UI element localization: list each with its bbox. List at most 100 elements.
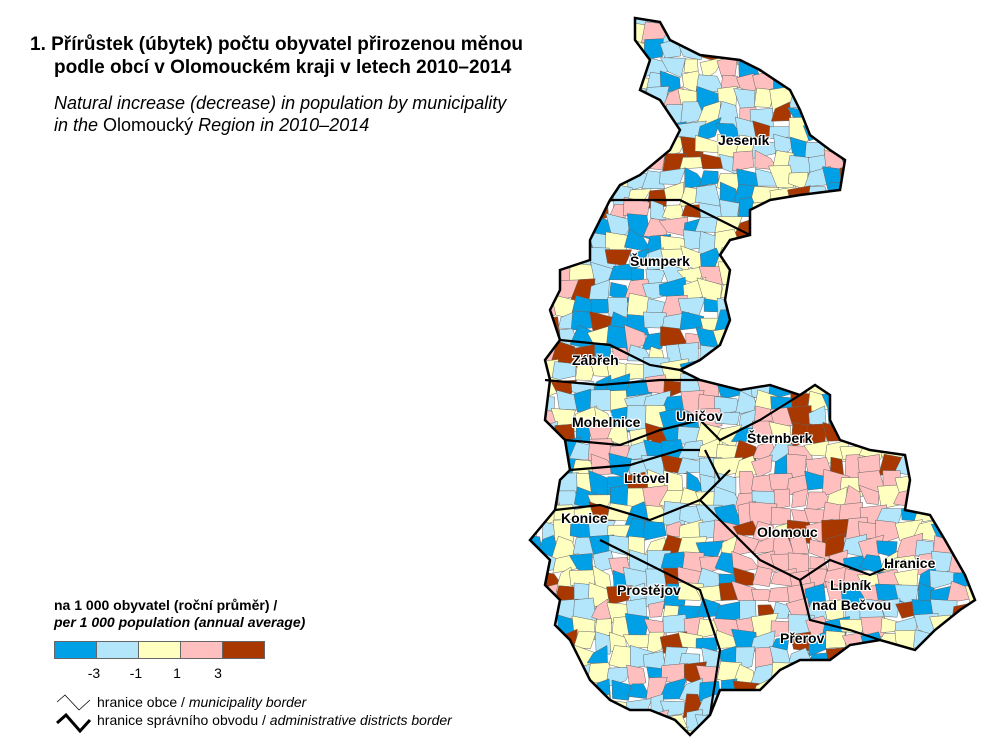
municipality (574, 692, 599, 719)
municipality (803, 684, 833, 703)
municipality (622, 724, 653, 735)
municipality (932, 295, 953, 318)
municipality (735, 245, 759, 269)
municipality (730, 727, 758, 735)
municipality (806, 345, 828, 366)
municipality (533, 164, 562, 185)
municipality (610, 39, 634, 63)
municipality (606, 725, 634, 735)
municipality (966, 172, 975, 189)
municipality (569, 713, 600, 731)
district-label-litovel: Litovel (624, 470, 670, 486)
municipality (864, 59, 885, 79)
municipality (880, 53, 903, 77)
municipality (786, 248, 814, 269)
municipality (533, 52, 563, 79)
municipality (749, 358, 773, 385)
district-border (610, 198, 751, 236)
municipality (803, 249, 827, 267)
municipality (572, 92, 599, 107)
municipality (965, 377, 975, 397)
municipality (879, 149, 904, 175)
municipality (536, 70, 563, 95)
municipality (972, 665, 975, 688)
municipality (769, 251, 792, 272)
municipality (604, 249, 633, 266)
municipality (916, 345, 935, 368)
municipality (838, 298, 869, 315)
municipality (842, 726, 864, 735)
municipality (876, 165, 901, 185)
municipality (841, 107, 866, 127)
municipality (969, 39, 975, 60)
municipality (774, 716, 798, 735)
municipality (530, 508, 542, 526)
municipality (894, 170, 922, 191)
municipality (966, 293, 975, 318)
municipality (964, 20, 975, 50)
municipality (534, 182, 560, 207)
municipality (916, 477, 942, 494)
municipality (858, 362, 887, 385)
municipality (628, 101, 649, 125)
municipality (826, 72, 845, 96)
municipality (955, 169, 972, 192)
municipality (788, 696, 813, 721)
municipality (773, 488, 791, 510)
municipality (864, 166, 884, 187)
municipality (540, 454, 559, 481)
municipality (862, 264, 886, 283)
district-label-prostejov: Prostějov (617, 582, 681, 598)
municipality (935, 649, 956, 667)
municipality (732, 150, 754, 172)
municipality (932, 693, 959, 720)
municipality (786, 38, 813, 62)
municipality (861, 18, 886, 34)
district-label-mohelnice: Mohelnice (572, 414, 641, 430)
municipality (879, 235, 901, 257)
label-en: administrative districts border (269, 712, 452, 728)
municipality (629, 152, 654, 173)
municipality (559, 216, 574, 240)
municipality (530, 325, 546, 354)
municipality (875, 201, 904, 224)
legend-heading-en: per 1 000 population (annual average) (54, 614, 306, 630)
municipality (951, 680, 973, 703)
municipality (932, 135, 955, 157)
municipality (911, 53, 938, 80)
municipality (592, 22, 615, 49)
municipality (948, 294, 971, 316)
municipality (893, 183, 923, 206)
municipality (699, 170, 719, 187)
municipality (591, 598, 613, 625)
municipality (828, 296, 852, 320)
municipality (767, 18, 789, 30)
legend-municipality-border: hranice obce / municipality border (56, 694, 306, 716)
municipality (893, 122, 919, 144)
municipality (753, 709, 778, 735)
municipality (809, 199, 831, 224)
municipality (877, 183, 902, 206)
municipality (912, 262, 939, 285)
municipality (954, 261, 975, 288)
municipality (736, 263, 757, 288)
municipality (641, 725, 664, 735)
municipality (948, 199, 974, 217)
municipality (930, 109, 959, 127)
municipality (965, 536, 975, 559)
municipality (551, 361, 577, 382)
district-border (544, 378, 700, 387)
municipality (808, 214, 833, 237)
municipality (860, 296, 887, 315)
municipality (874, 88, 900, 114)
municipality (879, 216, 905, 238)
municipality (968, 119, 975, 144)
municipality (535, 628, 557, 653)
municipality (838, 53, 869, 73)
municipality (839, 180, 866, 209)
municipality (966, 484, 975, 513)
municipality (535, 23, 561, 46)
municipality (968, 413, 975, 427)
label-cz: hranice obce / (97, 694, 189, 710)
municipality (826, 58, 852, 78)
